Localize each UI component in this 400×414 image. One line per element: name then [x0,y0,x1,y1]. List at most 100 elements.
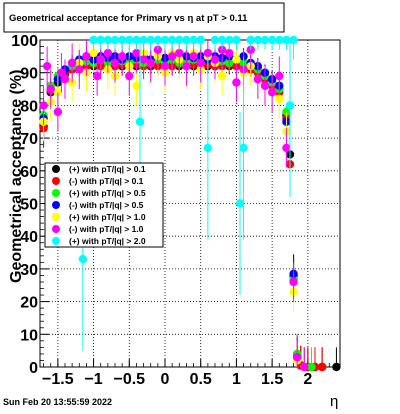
x-tick-label: 2 [303,371,312,388]
data-point [96,55,105,64]
data-point [146,35,155,45]
data-point [239,143,248,153]
y-tick-label: 90 [20,66,38,83]
data-point [153,35,163,45]
legend-marker [52,189,60,197]
data-point [160,35,170,45]
data-point [125,35,134,45]
x-axis-label: η [330,393,338,409]
series-6 [78,35,298,351]
data-point [89,35,98,45]
data-point [135,117,145,126]
data-point [275,35,284,45]
x-tick-label: 1.5 [261,371,283,388]
x-tick-label: −1.5 [42,371,74,388]
y-tick-label: 100 [11,33,38,50]
data-point [42,61,52,71]
data-point [246,35,255,45]
data-point [110,58,120,68]
x-tick-label: 0 [161,371,170,388]
data-point [275,71,284,81]
data-point [225,35,234,45]
data-point [167,52,177,61]
axes: −1.5 −1 −0.5 0 0.5 1 1.5 2010203040506070809010… [11,33,337,388]
data-point [282,35,291,45]
data-point [53,107,63,117]
data-point [117,35,127,45]
data-layer [39,35,341,372]
data-point [175,35,184,45]
x-tick-label: 0.5 [190,371,212,388]
data-point [232,78,241,87]
data-point [46,84,55,94]
y-tick-label: 20 [20,295,38,312]
data-point [232,35,241,45]
x-tick-label: −1 [84,371,102,388]
legend-marker [52,201,60,209]
x-tick-label: 1 [232,371,241,388]
legend-marker [52,237,60,245]
data-point [235,199,245,208]
data-point [167,35,177,45]
data-point [285,101,295,110]
data-point [282,143,291,153]
data-point [203,143,213,153]
y-tick-label: 10 [20,327,38,344]
y-tick-label: 80 [20,98,38,115]
data-point [182,61,191,71]
data-point [75,65,84,74]
data-point [232,55,241,64]
data-point [317,362,327,372]
data-point [39,101,48,110]
legend-label: (-) with pT/|q| > 0.5 [69,200,144,210]
data-point [253,35,263,45]
y-tick-label: 40 [20,229,38,246]
data-point [60,75,70,84]
data-point [67,58,77,68]
data-point [217,71,227,81]
y-axis-label: Geometrical acceptance (%) [8,70,25,283]
data-point [210,35,220,45]
data-point [117,52,127,61]
x-tick-label: −0.5 [113,371,145,388]
data-point [103,48,113,58]
legend-marker [52,177,60,185]
data-point [275,94,284,104]
data-point [146,58,155,68]
data-point [210,55,220,64]
legend-label: (+) with pT/|q| > 2.0 [69,236,146,246]
legend-label: (+) with pT/|q| > 0.5 [69,188,146,198]
chart-title: Geometrical acceptance for Primary vs η … [9,13,248,24]
data-point [300,362,309,372]
title-box: Geometrical acceptance for Primary vs η … [3,2,285,33]
data-point [332,362,341,372]
data-point [260,81,270,90]
legend-marker [52,213,60,221]
data-point [182,35,191,45]
y-tick-label: 60 [20,164,38,181]
data-point [196,35,205,45]
data-point [196,58,205,68]
y-tick-label: 30 [20,262,38,279]
timestamp: Sun Feb 20 13:55:59 2022 [3,397,112,407]
y-tick-label: 0 [29,360,38,377]
data-point [89,48,98,58]
y-tick-label: 50 [20,197,38,214]
data-point [225,48,234,58]
data-point [175,48,184,58]
data-point [132,35,141,45]
data-point [292,352,302,362]
data-point [267,35,277,45]
data-point [139,55,148,64]
data-point [307,362,316,372]
data-point [92,71,102,81]
data-point [289,277,298,287]
legend-marker [52,165,60,173]
data-point [103,35,113,45]
y-tick-label: 70 [20,131,38,148]
data-point [267,88,277,97]
data-point [110,35,120,45]
data-point [125,71,134,81]
legend-label: (+) with pT/|q| > 1.0 [69,212,146,222]
